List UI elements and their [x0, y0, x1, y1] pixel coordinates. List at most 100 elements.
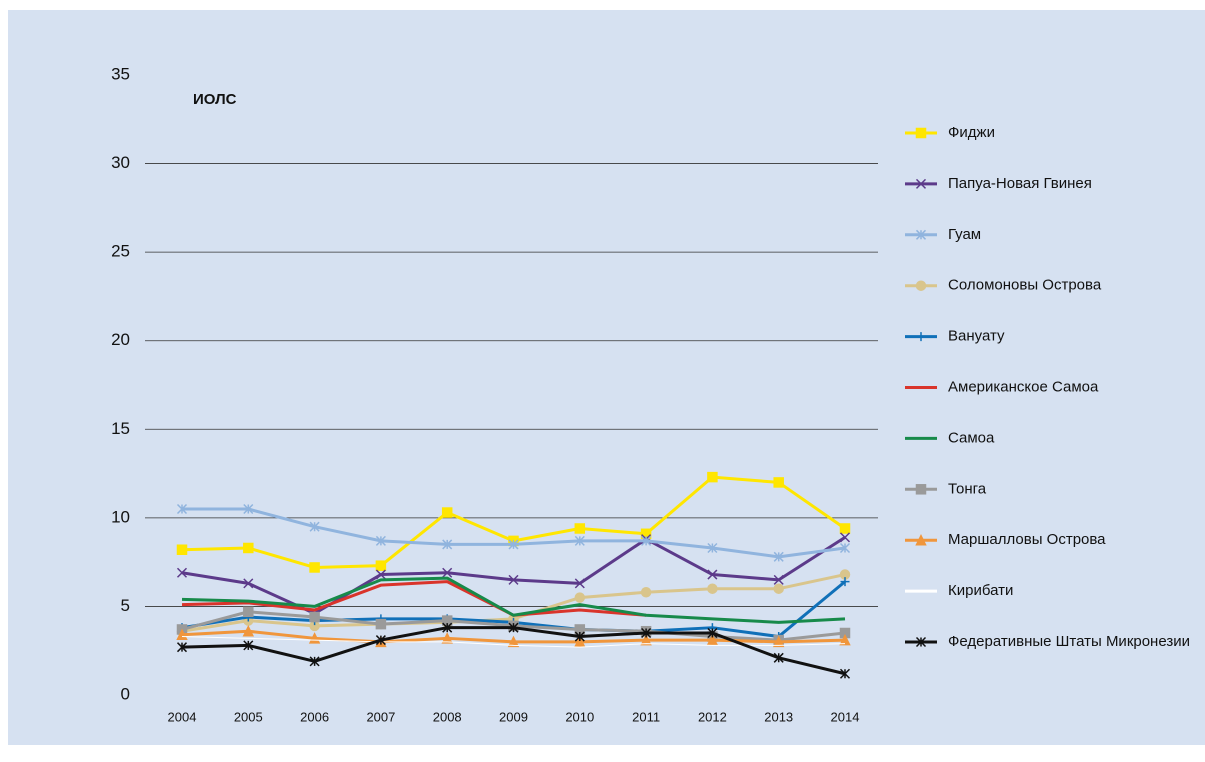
- marker: [508, 539, 519, 550]
- marker: [375, 618, 387, 630]
- marker: [243, 542, 254, 554]
- marker: [574, 578, 585, 589]
- marker: [176, 544, 188, 555]
- marker: [773, 574, 784, 585]
- marker: [442, 567, 453, 578]
- marker: [707, 583, 718, 594]
- marker: [641, 627, 652, 639]
- x-tick-label: 2006: [300, 709, 329, 724]
- line: [181, 576, 846, 624]
- legend-label: Маршалловы Острова: [948, 531, 1106, 548]
- y-tick-label: 25: [111, 242, 130, 261]
- legend-label: Федеративные Штаты Микронезии: [948, 633, 1190, 650]
- series: [181, 636, 846, 648]
- marker: [309, 521, 320, 532]
- x-tick-label: 2012: [698, 709, 727, 724]
- x-tick-label: 2007: [366, 709, 395, 724]
- marker: [574, 631, 585, 642]
- marker: [773, 551, 784, 562]
- marker: [574, 635, 586, 648]
- x-tick-label: 2010: [565, 709, 594, 724]
- y-tick-label: 15: [111, 419, 130, 438]
- line: [181, 580, 647, 617]
- x-tick-label: 2005: [234, 709, 263, 724]
- marker: [707, 569, 718, 580]
- marker: [915, 280, 927, 291]
- legend-label: Американское Самоа: [948, 378, 1099, 395]
- line: [181, 636, 846, 648]
- x-tick-label: 2008: [433, 709, 462, 724]
- marker: [574, 592, 586, 603]
- marker: [839, 633, 851, 646]
- marker: [773, 583, 784, 594]
- marker: [773, 652, 784, 663]
- y-tick-label: 5: [121, 596, 130, 615]
- marker: [839, 523, 851, 534]
- marker: [176, 503, 188, 515]
- marker: [507, 635, 520, 648]
- marker: [441, 632, 453, 644]
- marker: [916, 332, 926, 342]
- marker: [508, 574, 519, 585]
- marker: [641, 535, 652, 546]
- legend-label: Самоа: [948, 429, 995, 446]
- series: [181, 576, 846, 624]
- legend-label: Кирибати: [948, 582, 1013, 599]
- marker: [706, 633, 719, 646]
- x-tick-label: 2004: [168, 709, 197, 724]
- marker: [915, 534, 927, 546]
- legend-label: Фиджи: [948, 124, 995, 141]
- marker: [915, 178, 927, 189]
- series: [176, 622, 851, 679]
- y-tick-label: 10: [111, 507, 130, 526]
- marker: [242, 625, 255, 637]
- marker: [707, 542, 718, 554]
- chart-title: ИОЛС: [193, 91, 237, 108]
- marker: [442, 539, 453, 550]
- marker: [915, 636, 927, 648]
- y-tick-label: 20: [111, 330, 130, 349]
- marker: [707, 627, 718, 639]
- marker: [773, 477, 784, 488]
- marker: [375, 569, 386, 580]
- y-tick-label: 30: [111, 153, 130, 172]
- marker: [441, 507, 453, 518]
- marker: [574, 535, 585, 546]
- marker: [839, 542, 851, 554]
- legend-label: Соломоновы Острова: [948, 277, 1102, 294]
- marker: [915, 484, 927, 495]
- marker: [309, 656, 320, 667]
- legend-label: Папуа-Новая Гвинея: [948, 175, 1092, 192]
- series: [181, 580, 647, 617]
- marker: [707, 471, 718, 483]
- marker: [375, 635, 386, 646]
- marker: [243, 503, 254, 515]
- marker: [243, 578, 254, 589]
- marker: [640, 633, 652, 646]
- legend-label: Тонга: [948, 480, 987, 497]
- marker: [640, 587, 652, 598]
- marker: [508, 622, 519, 633]
- y-tick-label: 35: [111, 64, 130, 83]
- marker: [442, 622, 453, 633]
- legend-label: Гуам: [948, 226, 981, 243]
- marker: [375, 535, 386, 546]
- x-tick-label: 2013: [764, 709, 793, 724]
- marker: [839, 668, 851, 679]
- marker: [915, 229, 927, 240]
- series: [176, 503, 851, 562]
- marker: [243, 640, 254, 651]
- marker: [574, 523, 586, 534]
- legend-label: Вануату: [948, 328, 1005, 345]
- marker: [772, 635, 785, 648]
- marker: [176, 642, 188, 653]
- marker: [243, 606, 254, 617]
- y-tick-label: 0: [121, 684, 130, 703]
- x-tick-label: 2009: [499, 709, 528, 724]
- x-tick-label: 2011: [632, 709, 660, 724]
- x-tick-label: 2014: [831, 709, 860, 724]
- marker: [309, 611, 320, 623]
- marker: [840, 577, 850, 587]
- marker: [915, 127, 927, 139]
- marker: [375, 560, 387, 571]
